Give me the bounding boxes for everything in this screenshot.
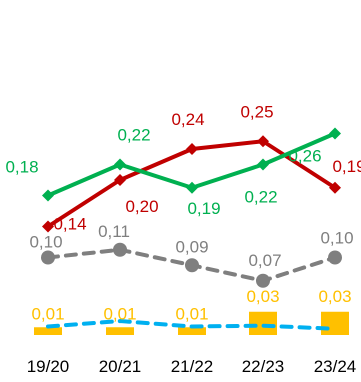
x-tick-label: 20/21 (99, 357, 142, 376)
data-labels: 0,14 0,20 0,24 0,25 0,19 0,18 0,22 0,19 0,22 0,26… (5, 102, 361, 323)
data-label-0-23-24: 0,19 (332, 157, 361, 176)
point-2-21-22 (185, 258, 199, 273)
data-label-1-21-22: 0,19 (187, 199, 220, 218)
point-2-23-24 (328, 250, 342, 265)
bar-20-21 (106, 327, 134, 335)
data-label-1-20-21: 0,22 (117, 126, 150, 145)
data-label-2-22-23: 0,07 (248, 251, 281, 270)
data-label-2-20-21: 0,11 (98, 222, 130, 241)
point-0-23-24 (329, 181, 341, 194)
line-series (41, 127, 342, 331)
data-label-0-19-20: 0,14 (53, 215, 86, 234)
point-0-19-20 (42, 220, 54, 233)
point-2-22-23 (256, 273, 270, 288)
bar-22-23 (249, 311, 277, 335)
data-label-0-21-22: 0,24 (171, 110, 204, 129)
bar-23-24 (321, 311, 349, 335)
point-0-20-21 (114, 174, 126, 186)
point-2-20-21 (113, 242, 127, 257)
data-label-3-22-23: 0,03 (246, 287, 279, 306)
data-label-3-20-21: 0,01 (103, 304, 136, 323)
bar-21-22 (178, 327, 206, 335)
data-label-2-23-24: 0,10 (320, 229, 353, 248)
data-label-3-23-24: 0,03 (318, 287, 351, 306)
data-label-1-23-24: 0,26 (288, 147, 321, 166)
data-label-3-19-20: 0,01 (31, 304, 64, 323)
x-axis-ticks: 19/20 20/21 21/22 22/23 23/24 (27, 357, 357, 376)
x-tick-label: 22/23 (242, 357, 285, 376)
point-1-22-23 (257, 158, 269, 171)
x-tick-label: 19/20 (27, 357, 70, 376)
data-label-1-19-20: 0,18 (5, 158, 38, 177)
data-label-3-21-22: 0,01 (175, 304, 208, 323)
data-label-0-20-21: 0,20 (125, 197, 158, 216)
x-tick-label: 23/24 (314, 357, 357, 376)
series-line-4 (46, 319, 337, 331)
x-tick-label: 21/22 (171, 357, 214, 376)
point-1-19-20 (42, 189, 54, 202)
point-1-23-24 (329, 127, 341, 140)
point-0-21-22 (186, 143, 198, 155)
data-label-0-22-23: 0,25 (240, 102, 273, 121)
bar-19-20 (34, 327, 62, 335)
point-1-21-22 (186, 181, 198, 194)
data-label-2-21-22: 0,09 (175, 237, 208, 256)
point-1-20-21 (114, 158, 126, 171)
data-label-2-19-20: 0,10 (29, 233, 62, 252)
point-0-22-23 (257, 135, 269, 148)
data-label-1-22-23: 0,22 (244, 188, 277, 207)
point-2-19-20 (41, 250, 55, 265)
